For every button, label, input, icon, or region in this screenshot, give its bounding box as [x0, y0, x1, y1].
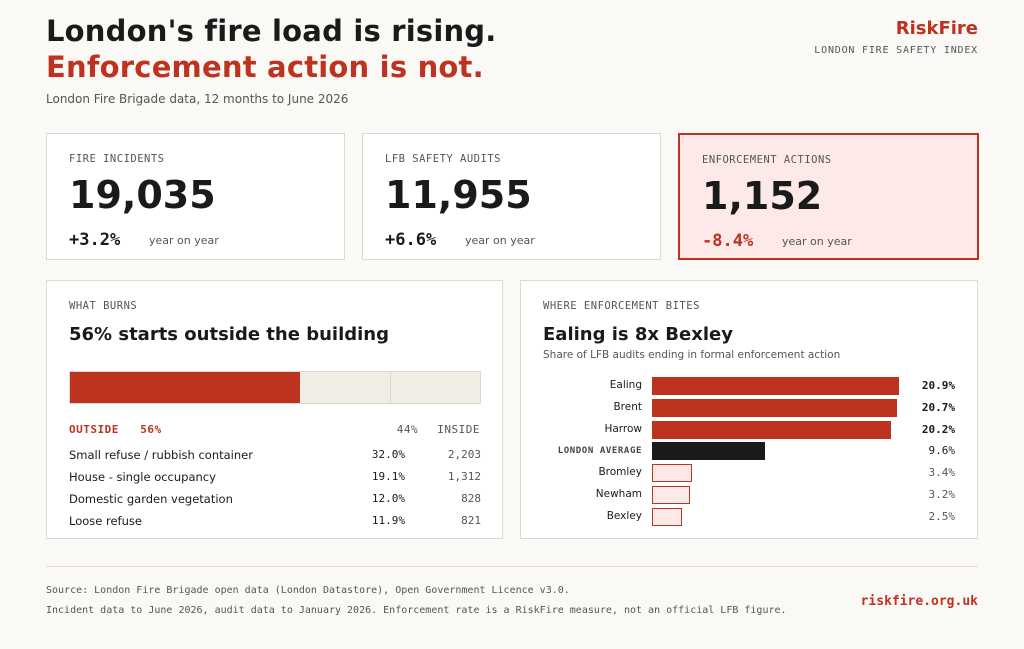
page-title: London's fire load is rising.: [46, 14, 497, 48]
row-pct: 19.1%: [371, 470, 405, 483]
inside-label: INSIDE: [437, 423, 480, 436]
bar-row: LONDON AVERAGE 9.6%: [521, 442, 977, 460]
row-count: 828: [461, 492, 481, 505]
kpi-change-note: year on year: [465, 234, 535, 247]
table-row: Domestic garden vegetation 12.0% 828: [69, 492, 481, 510]
bar-value-label: 20.7%: [921, 401, 955, 414]
bar-row: Bromley 3.4%: [521, 464, 977, 482]
panel-title: Ealing is 8x Bexley: [543, 324, 733, 345]
bar-row: Newham 3.2%: [521, 486, 977, 504]
bar-value-label: 3.2%: [928, 488, 956, 501]
kpi-label: FIRE INCIDENTS: [69, 153, 165, 165]
kpi-card-safety-audits: LFB SAFETY AUDITS 11,955 +6.6% year on y…: [362, 133, 661, 260]
kpi-change: +3.2%: [69, 230, 121, 250]
row-pct: 12.0%: [371, 492, 405, 505]
panel-label: WHAT BURNS: [69, 300, 138, 312]
row-count: 821: [461, 514, 481, 527]
site-link[interactable]: riskfire.org.uk: [860, 594, 978, 609]
row-name: House - single occupancy: [69, 470, 216, 484]
bar-row: Ealing 20.9%: [521, 377, 977, 395]
outside-label: OUTSIDE: [69, 423, 119, 436]
brand-logo: RiskFire: [895, 18, 978, 39]
bar-london-average: [652, 442, 765, 460]
footer-divider: [46, 566, 978, 567]
data-note: Incident data to June 2026, audit data t…: [46, 605, 787, 616]
kpi-label: LFB SAFETY AUDITS: [385, 153, 501, 165]
bar-ealing: [652, 377, 899, 395]
bar-value-label: 20.2%: [921, 423, 955, 436]
bar-harrow: [652, 421, 891, 439]
inside-legend: 44% INSIDE: [397, 423, 480, 436]
bar-value-label: 2.5%: [928, 510, 956, 523]
kpi-label: ENFORCEMENT ACTIONS: [702, 154, 832, 166]
brand-tagline: LONDON FIRE SAFETY INDEX: [814, 45, 978, 56]
bar-category-label: Harrow: [604, 423, 642, 435]
bar-row: Bexley 2.5%: [521, 508, 977, 526]
outside-inside-stacked-bar: [69, 371, 481, 404]
row-name: Small refuse / rubbish container: [69, 448, 253, 462]
bar-bexley: [652, 508, 682, 526]
enforcement-panel: WHERE ENFORCEMENT BITES Ealing is 8x Bex…: [520, 280, 978, 539]
source-note: Source: London Fire Brigade open data (L…: [46, 585, 570, 596]
bar-category-label: Newham: [595, 488, 642, 500]
page-title-emphasis: Enforcement action is not.: [46, 50, 484, 84]
bar-value-label: 9.6%: [928, 444, 956, 457]
bar-segment-divider: [390, 372, 391, 403]
table-row: House - single occupancy 19.1% 1,312: [69, 470, 481, 488]
kpi-change-note: year on year: [782, 235, 852, 248]
row-name: Loose refuse: [69, 514, 142, 528]
bar-brent: [652, 399, 897, 417]
page-subtitle: London Fire Brigade data, 12 months to J…: [46, 92, 349, 106]
panel-title: 56% starts outside the building: [69, 324, 389, 345]
row-pct: 32.0%: [371, 448, 405, 461]
kpi-change: +6.6%: [385, 230, 437, 250]
kpi-card-enforcement-actions: ENFORCEMENT ACTIONS 1,152 -8.4% year on …: [678, 133, 979, 260]
bar-value-label: 3.4%: [928, 466, 956, 479]
row-pct: 11.9%: [371, 514, 405, 527]
bar-newham: [652, 486, 690, 504]
what-burns-panel: WHAT BURNS 56% starts outside the buildi…: [46, 280, 503, 539]
kpi-value: 1,152: [702, 174, 823, 218]
bar-bromley: [652, 464, 692, 482]
row-count: 2,203: [447, 448, 481, 461]
bar-category-label: Brent: [613, 401, 642, 413]
bar-row: Brent 20.7%: [521, 399, 977, 417]
bar-segment-outside: [70, 372, 300, 403]
kpi-card-fire-incidents: FIRE INCIDENTS 19,035 +3.2% year on year: [46, 133, 345, 260]
kpi-value: 11,955: [385, 173, 532, 217]
table-row: Small refuse / rubbish container 32.0% 2…: [69, 448, 481, 466]
panel-label: WHERE ENFORCEMENT BITES: [543, 300, 700, 312]
row-name: Domestic garden vegetation: [69, 492, 233, 506]
kpi-value: 19,035: [69, 173, 216, 217]
inside-pct: 44%: [396, 423, 419, 436]
bar-category-label: Bexley: [606, 510, 642, 522]
table-row: Loose refuse 11.9% 821: [69, 514, 481, 532]
bar-category-label: LONDON AVERAGE: [557, 446, 642, 456]
bar-value-label: 20.9%: [921, 379, 955, 392]
bar-category-label: Ealing: [609, 379, 642, 391]
outside-legend: OUTSIDE 56%: [69, 423, 162, 436]
panel-description: Share of LFB audits ending in formal enf…: [543, 349, 841, 361]
bar-category-label: Bromley: [598, 466, 642, 478]
row-count: 1,312: [447, 470, 481, 483]
bar-row: Harrow 20.2%: [521, 421, 977, 439]
kpi-change: -8.4%: [702, 231, 754, 251]
outside-pct: 56%: [140, 423, 162, 436]
kpi-change-note: year on year: [149, 234, 219, 247]
